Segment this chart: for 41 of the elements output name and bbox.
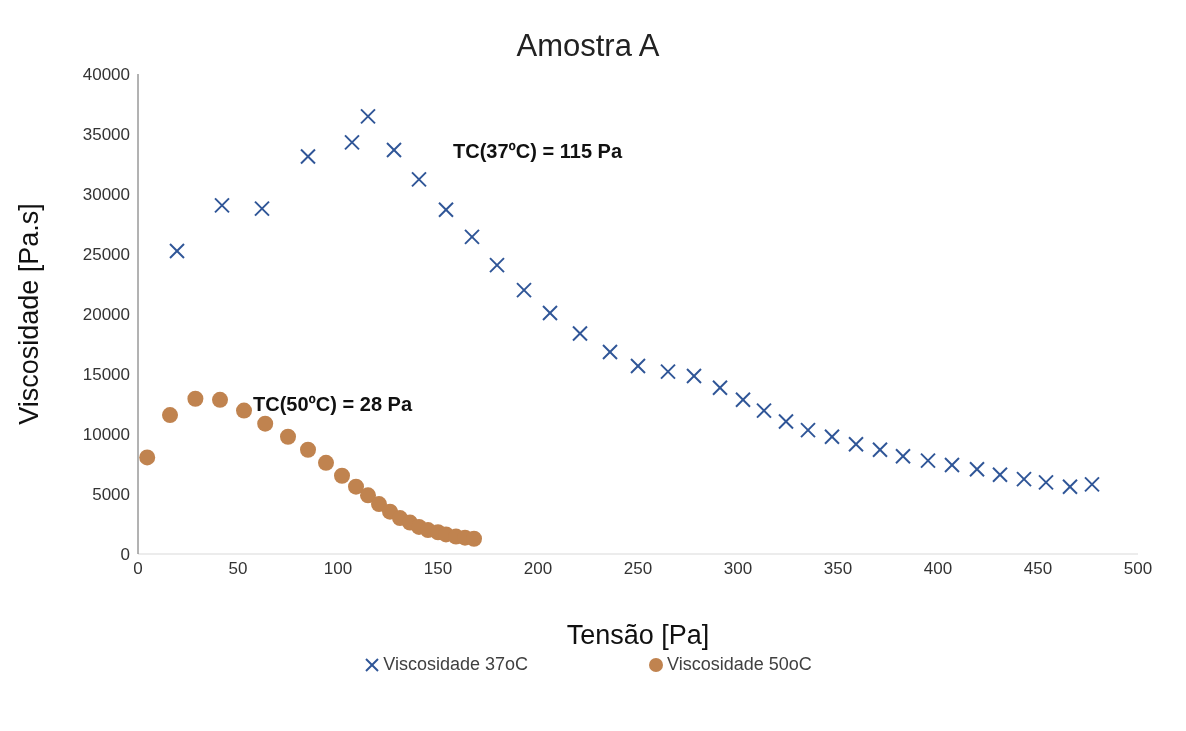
point <box>139 449 156 466</box>
annotation: TC(50ºC) = 28 Pa <box>253 393 413 416</box>
x-tick-label: 350 <box>823 559 853 579</box>
x-axis-title: Tensão [Pa] <box>566 620 710 650</box>
point <box>187 390 204 407</box>
point <box>318 454 334 471</box>
y-axis-title: Viscosidade [Pa.s] <box>13 203 44 425</box>
x-tick-label: 500 <box>1123 559 1153 579</box>
point <box>162 407 178 424</box>
legend-label: Viscosidade 50oC <box>666 654 812 675</box>
x-tick-label: 400 <box>923 559 953 579</box>
y-tick-label: 25000 <box>82 245 130 265</box>
x-tick-label: 450 <box>1023 559 1053 579</box>
x-tick-label: 200 <box>523 559 553 579</box>
y-tick-label: 0 <box>120 545 130 565</box>
y-tick-label: 35000 <box>82 125 130 145</box>
x-tick-label: 250 <box>623 559 653 579</box>
point <box>360 487 376 504</box>
point <box>371 496 387 513</box>
legend-label: Viscosidade 37oC <box>382 654 528 675</box>
point <box>280 428 296 445</box>
chart-title: Amostra A <box>515 28 661 64</box>
point <box>348 478 364 495</box>
annotation: TC(37ºC) = 115 Pa <box>453 140 623 163</box>
x-tick-label: 0 <box>133 559 143 579</box>
y-tick-label: 30000 <box>82 185 130 205</box>
x-tick-label: 50 <box>228 559 248 579</box>
point <box>466 530 482 547</box>
y-tick-label: 40000 <box>82 65 130 85</box>
point <box>236 402 252 419</box>
point <box>257 415 274 432</box>
x-tick-label: 150 <box>423 559 453 579</box>
x-tick-label: 100 <box>323 559 353 579</box>
y-tick-label: 20000 <box>82 305 130 325</box>
point <box>334 467 350 484</box>
point <box>300 441 316 458</box>
x-tick-label: 300 <box>723 559 753 579</box>
point <box>212 391 228 408</box>
y-tick-label: 5000 <box>92 485 130 505</box>
y-tick-label: 10000 <box>82 425 130 445</box>
y-tick-label: 15000 <box>82 365 130 385</box>
